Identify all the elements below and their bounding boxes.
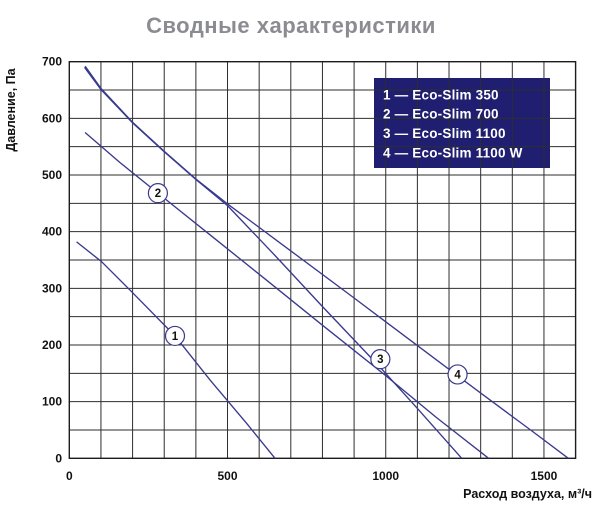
y-tick-label: 100 (42, 395, 62, 409)
legend-box-layer (374, 78, 550, 168)
legend-item: 4 — Eco-Slim 1100 W (383, 145, 523, 160)
legend-items: 1 — Eco-Slim 350 2 — Eco-Slim 700 3 — Eco-… (383, 87, 523, 160)
curve-marker-circle-3 (370, 349, 391, 370)
curves-layer (76, 65, 569, 459)
legend-item: 3 — Eco-Slim 1100 (383, 126, 506, 141)
y-tick-label: 500 (42, 168, 62, 182)
y-tick-label: 400 (42, 225, 62, 239)
curve-marker-circle-1 (164, 325, 186, 347)
curve-marker-circle-4 (447, 364, 468, 385)
plot-frame-layer (68, 61, 577, 460)
y-axis-label: Давление, Па (4, 67, 18, 151)
plot-frame (68, 61, 577, 460)
curve-marker-number-2: 2 (155, 188, 161, 200)
y-tick-label: 300 (42, 281, 62, 295)
curve-marker-number-1: 1 (172, 331, 179, 343)
curve-marker-number-4: 4 (454, 369, 461, 381)
x-tick-label: 1000 (372, 469, 399, 483)
legend-box (374, 78, 550, 168)
curve-4 (84, 65, 569, 459)
curve-number-markers: 1 2 3 4 (147, 183, 468, 385)
curve-marker-circle-2 (147, 183, 169, 204)
chart-title: Сводные характеристики (146, 13, 436, 38)
y-tick-label: 0 (55, 451, 62, 465)
tick-labels: 0 500 1000 1500 0 100 200 300 400 500 600 700 (42, 55, 558, 483)
x-axis-label: Расход воздуха, м³/ч (463, 487, 592, 501)
legend-item: 1 — Eco-Slim 350 (383, 87, 499, 102)
y-tick-label: 200 (42, 338, 62, 352)
curve-2 (84, 131, 490, 459)
curve-marker-number-3: 3 (377, 354, 383, 366)
x-tick-label: 0 (66, 469, 73, 483)
x-tick-label: 1500 (531, 469, 558, 483)
curve-1 (76, 241, 276, 459)
y-tick-label: 600 (42, 111, 62, 125)
x-tick-label: 500 (218, 469, 238, 483)
y-tick-label: 700 (42, 55, 62, 69)
legend-item: 2 — Eco-Slim 700 (383, 107, 499, 122)
grid-layer (69, 61, 576, 459)
